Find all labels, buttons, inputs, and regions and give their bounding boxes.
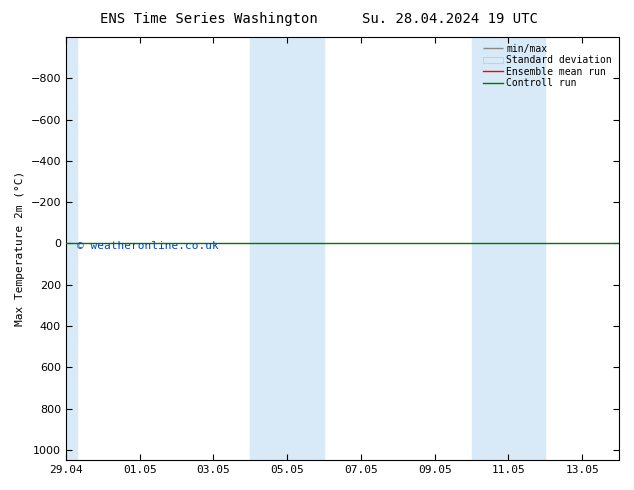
Bar bbox=[472, 37, 545, 460]
Bar bbox=[66, 37, 77, 460]
Legend: min/max, Standard deviation, Ensemble mean run, Controll run: min/max, Standard deviation, Ensemble me… bbox=[481, 42, 614, 90]
Bar bbox=[250, 37, 324, 460]
Text: © weatheronline.co.uk: © weatheronline.co.uk bbox=[77, 242, 219, 251]
Y-axis label: Max Temperature 2m (°C): Max Temperature 2m (°C) bbox=[15, 171, 25, 326]
Text: ENS Time Series Washington: ENS Time Series Washington bbox=[100, 12, 318, 26]
Text: Su. 28.04.2024 19 UTC: Su. 28.04.2024 19 UTC bbox=[362, 12, 538, 26]
